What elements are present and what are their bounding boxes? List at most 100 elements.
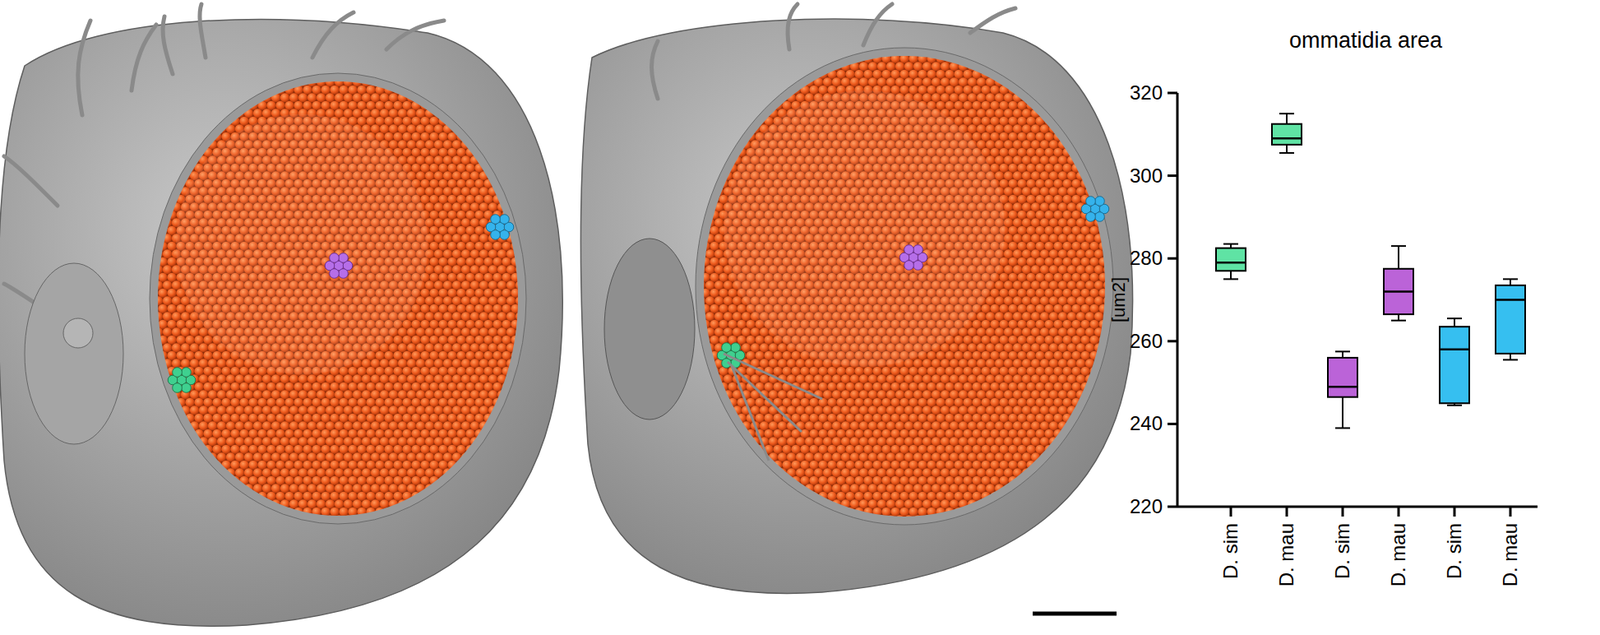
median	[1216, 261, 1246, 264]
marked-ommatidium	[913, 245, 924, 255]
marked-ommatidium	[904, 245, 915, 255]
x-tick-label: D. sim	[1331, 522, 1354, 579]
x-tick	[1453, 506, 1457, 517]
median	[1271, 137, 1302, 140]
x-tick-label: D. mau	[1498, 522, 1522, 587]
x-tick	[1341, 506, 1345, 517]
median	[1327, 385, 1358, 389]
marked-ommatidium	[730, 342, 741, 353]
scale-bar	[1032, 611, 1117, 616]
marked-ommatidium	[172, 367, 183, 378]
box	[1327, 357, 1358, 398]
y-tick-label: 220	[1129, 494, 1163, 518]
boxes	[1216, 113, 1526, 428]
eye-highlight	[175, 114, 429, 375]
y-axis-label: [um2]	[1108, 277, 1129, 323]
marked-ommatidium	[338, 268, 349, 279]
marked-ommatidium	[338, 253, 349, 264]
lower-whisker	[1230, 270, 1232, 279]
upper-whisker	[1341, 351, 1344, 358]
x-tick-label: D. mau	[1387, 522, 1410, 587]
marked-ommatidium	[1086, 196, 1096, 207]
upper-whisker	[1453, 318, 1456, 327]
eye-highlight	[723, 90, 1005, 367]
lower-whisker	[1341, 397, 1344, 429]
bristle	[386, 20, 444, 50]
whisker-cap-max	[1502, 277, 1518, 280]
title: ommatidia area	[1289, 27, 1443, 53]
marked-ommatidium	[721, 342, 732, 353]
y-tick	[1167, 422, 1178, 426]
y-tick-label: 240	[1129, 411, 1163, 435]
eye-render-1	[0, 4, 563, 626]
whisker-cap-min	[1391, 319, 1406, 322]
box	[1495, 285, 1526, 354]
median	[1439, 348, 1470, 352]
y-tick-label: 260	[1129, 329, 1163, 352]
y-tick	[1167, 92, 1178, 95]
bristle	[652, 41, 659, 99]
bristle	[863, 4, 893, 46]
bristle	[312, 12, 354, 58]
median	[1495, 298, 1526, 301]
box	[1216, 248, 1246, 272]
upper-whisker	[1397, 245, 1400, 269]
y-tick-label: 300	[1129, 164, 1163, 187]
eye-rim	[149, 73, 527, 524]
x-tick-label: D. sim	[1219, 522, 1242, 579]
bristle	[4, 156, 58, 206]
y-tick	[1167, 339, 1178, 343]
bristle	[162, 16, 173, 74]
head	[0, 19, 563, 627]
antenna-socket	[63, 318, 93, 348]
whisker-cap-min	[1447, 404, 1462, 407]
median	[1383, 290, 1414, 293]
marked-ommatidium	[499, 230, 510, 241]
lower-whisker	[1285, 144, 1288, 153]
marked-ommatidium	[329, 253, 340, 264]
bristle	[970, 8, 1016, 33]
head	[580, 18, 1133, 593]
box	[1439, 326, 1470, 403]
marked-ommatidium	[499, 214, 510, 225]
figure: ommatidia area[um2]220240260280300320D. …	[0, 0, 1600, 635]
whisker-cap-max	[1335, 350, 1351, 352]
box-plot: ommatidia area[um2]220240260280300320D. …	[1108, 27, 1538, 587]
marked-ommatidium	[904, 260, 915, 271]
upper-whisker	[1285, 113, 1288, 125]
eye-rim	[695, 47, 1114, 525]
box	[1383, 268, 1414, 315]
marked-ommatidium	[181, 367, 192, 378]
compound-eye	[703, 55, 1106, 517]
bristle	[78, 20, 91, 116]
y-tick	[1167, 174, 1178, 177]
y-tick-label: 320	[1129, 81, 1163, 104]
bristle	[199, 4, 206, 58]
bristle	[787, 4, 798, 50]
x-tick-label: D. mau	[1275, 522, 1298, 587]
whisker-cap-max	[1279, 112, 1295, 115]
upper-whisker	[1509, 278, 1512, 286]
whisker-cap-min	[1502, 358, 1518, 361]
lower-whisker	[1397, 314, 1400, 321]
x-tick	[1509, 506, 1513, 517]
eye-render-2	[580, 4, 1133, 593]
marked-ommatidium	[490, 214, 501, 225]
whisker-cap-max	[1391, 245, 1406, 247]
marked-ommatidium	[913, 260, 924, 271]
marked-ommatidium	[490, 230, 501, 241]
y-axis	[1176, 92, 1180, 507]
marked-ommatidium	[181, 383, 192, 394]
marked-ommatidium	[172, 383, 183, 394]
x-tick-label: D. sim	[1442, 522, 1466, 579]
marked-ommatidium	[1086, 212, 1096, 222]
bristle	[131, 24, 157, 91]
bristle	[723, 353, 823, 461]
lower-whisker	[1509, 353, 1512, 361]
antenna	[24, 263, 124, 444]
x-tick	[1397, 506, 1401, 517]
compound-eye	[157, 81, 518, 516]
marked-ommatidium	[1095, 212, 1106, 222]
antenna	[604, 238, 695, 420]
whisker-cap-min	[1279, 152, 1295, 154]
